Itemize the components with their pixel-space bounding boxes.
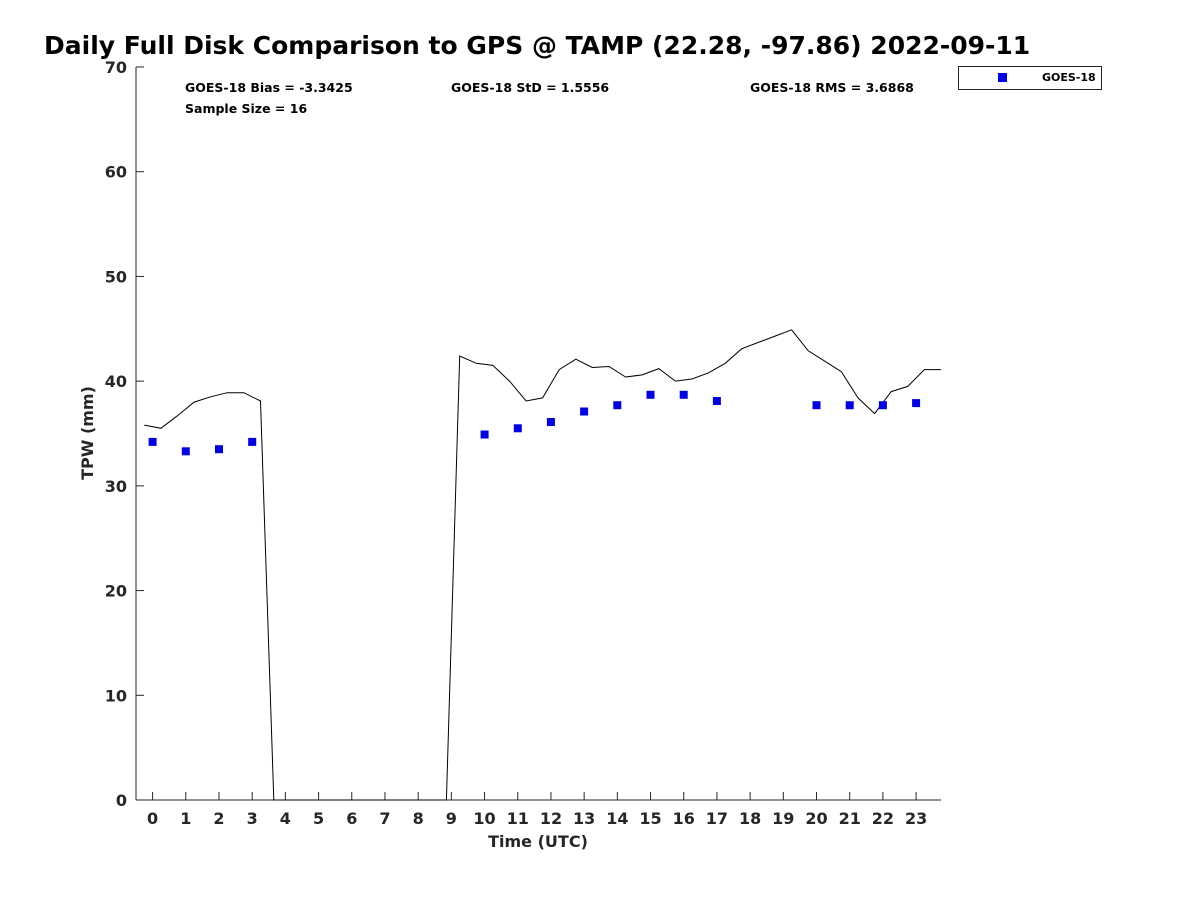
legend: GOES-18 [958, 66, 1102, 90]
rms-stat: GOES-18 RMS = 3.6868 [750, 80, 914, 95]
x-tick-label: 13 [573, 809, 595, 828]
y-tick-label: 40 [105, 372, 127, 391]
x-tick-label: 21 [839, 809, 861, 828]
goes18-point [513, 424, 522, 433]
x-tick-label: 18 [739, 809, 761, 828]
bias-stat: GOES-18 Bias = -3.3425 [185, 80, 353, 95]
x-tick-label: 10 [473, 809, 495, 828]
goes18-point [812, 401, 821, 410]
legend-marker-goes18 [998, 73, 1007, 82]
chart-title: Daily Full Disk Comparison to GPS @ TAMP… [44, 31, 1030, 60]
goes18-point [546, 418, 555, 426]
goes18-point [613, 401, 622, 410]
x-tick-label: 7 [379, 809, 390, 828]
y-tick-label: 0 [116, 791, 127, 810]
y-tick-label: 10 [105, 686, 127, 705]
x-tick-label: 14 [606, 809, 628, 828]
goes18-series [148, 390, 921, 456]
goes18-point [248, 437, 257, 446]
x-tick-label: 11 [507, 809, 529, 828]
x-axis-label: Time (UTC) [488, 832, 588, 851]
goes18-point [712, 397, 721, 405]
y-tick-label: 60 [105, 163, 127, 182]
x-ticks: 0 1 2 3 4 5 6 7 8 9 10 11 12 13 14 15 16 17 18 19 20 21 22 23 [147, 792, 927, 828]
std-stat: GOES-18 StD = 1.5556 [451, 80, 609, 95]
x-tick-label: 3 [247, 809, 258, 828]
y-tick-label: 50 [105, 267, 127, 286]
goes18-point [215, 445, 223, 454]
y-ticks: 0 10 20 30 40 50 60 70 [105, 58, 144, 810]
y-tick-label: 20 [105, 582, 127, 601]
sample-size-stat: Sample Size = 16 [185, 101, 307, 116]
x-tick-label: 5 [313, 809, 324, 828]
x-tick-label: 4 [280, 809, 291, 828]
gps-line [144, 329, 941, 801]
x-tick-label: 23 [905, 809, 927, 828]
x-tick-label: 20 [805, 809, 827, 828]
x-tick-label: 2 [213, 809, 224, 828]
x-tick-label: 15 [639, 809, 661, 828]
y-axis-label: TPW (mm) [78, 386, 97, 480]
x-tick-label: 17 [706, 809, 728, 828]
gps-series [144, 329, 941, 801]
goes18-point [148, 437, 157, 446]
goes18-point [181, 447, 190, 456]
legend-box [958, 66, 1102, 90]
x-tick-label: 12 [540, 809, 562, 828]
goes18-point [845, 401, 854, 410]
x-tick-label: 8 [413, 809, 424, 828]
y-tick-label: 30 [105, 477, 127, 496]
x-tick-label: 16 [673, 809, 695, 828]
legend-label-goes18: GOES-18 [1042, 71, 1096, 84]
y-tick-label: 70 [105, 58, 127, 77]
goes18-point [480, 430, 489, 439]
x-tick-label: 9 [446, 809, 457, 828]
x-tick-label: 0 [147, 809, 158, 828]
goes18-point [580, 407, 589, 416]
x-tick-label: 1 [180, 809, 191, 828]
goes18-point [912, 399, 921, 408]
goes18-point [878, 401, 887, 410]
x-tick-label: 19 [772, 809, 794, 828]
goes18-point [679, 390, 688, 399]
x-tick-label: 6 [346, 809, 357, 828]
goes18-point [646, 390, 655, 399]
x-tick-label: 22 [872, 809, 894, 828]
